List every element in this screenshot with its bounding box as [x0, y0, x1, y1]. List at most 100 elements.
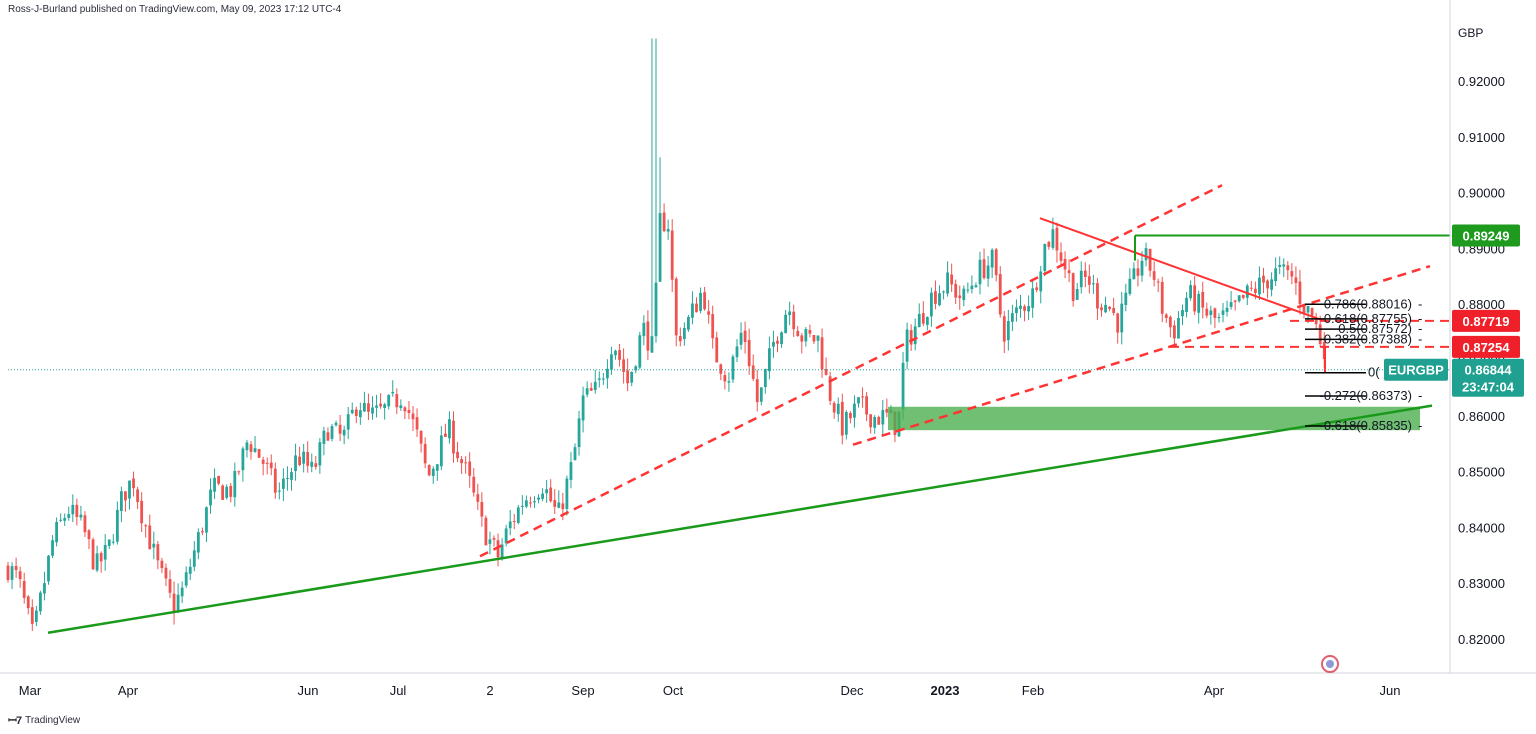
fib-level[interactable]: 0.618(0.87755) -	[1305, 311, 1422, 326]
candle	[1096, 278, 1099, 321]
candle	[909, 324, 913, 352]
candle	[747, 328, 751, 375]
candle	[213, 468, 216, 500]
candle	[1144, 242, 1148, 267]
dashed-rising-trendline[interactable]	[479, 184, 1223, 558]
candle	[363, 391, 366, 413]
candle	[849, 411, 852, 424]
candle	[792, 304, 796, 337]
candle	[727, 372, 731, 392]
candle	[480, 492, 484, 527]
candle	[763, 368, 767, 394]
price-tag: 0.89249	[1452, 224, 1520, 247]
support-zone[interactable]	[888, 406, 1420, 431]
candle	[358, 402, 362, 425]
candle	[1209, 305, 1213, 325]
y-tick-label: 0.90000	[1458, 186, 1505, 201]
candle	[1140, 251, 1144, 282]
candle	[662, 203, 666, 233]
fib-level[interactable]: 0(	[1305, 365, 1380, 380]
candle	[545, 479, 549, 503]
countdown-timer: 23:47:04	[1462, 380, 1515, 395]
fib-level[interactable]: 0.786(0.88016) -	[1305, 296, 1422, 311]
candle	[520, 495, 524, 515]
long-term-support-line[interactable]	[47, 404, 1433, 634]
svg-text:0.89249: 0.89249	[1463, 229, 1510, 244]
fib-level[interactable]: -0.618(0.85835) -	[1305, 418, 1422, 433]
tradingview-brand: TradingView	[25, 715, 81, 726]
candle	[128, 480, 131, 510]
candle	[958, 285, 962, 310]
candle	[597, 371, 601, 388]
y-tick-label: 0.91000	[1458, 130, 1505, 145]
candle	[504, 524, 508, 547]
candle	[229, 482, 233, 503]
candle	[265, 457, 269, 475]
candle	[1237, 295, 1241, 303]
candle	[1002, 311, 1006, 354]
economic-event-icon[interactable]	[1321, 655, 1339, 673]
candle	[541, 488, 544, 502]
candle	[111, 534, 115, 545]
candle	[1193, 276, 1197, 315]
candle	[407, 400, 411, 420]
candle	[1221, 303, 1225, 323]
symbol-label: EURGBP	[1388, 363, 1444, 378]
falling-resistance-line[interactable]	[1039, 217, 1325, 322]
candle	[6, 562, 10, 583]
candle	[59, 513, 63, 523]
candle	[269, 454, 273, 476]
fib-level[interactable]: 0.382(0.87388) -	[1305, 331, 1422, 346]
fib-level[interactable]: -0.272(0.86373) -	[1305, 388, 1422, 403]
candle	[237, 470, 241, 476]
candle	[403, 406, 407, 420]
candle	[715, 331, 719, 363]
candle	[930, 287, 933, 327]
candle	[869, 414, 873, 434]
candle	[18, 566, 22, 588]
candle	[160, 557, 164, 573]
x-tick-label: 2023	[931, 683, 960, 698]
candle	[310, 453, 314, 473]
candle	[1035, 282, 1039, 293]
candle	[812, 334, 816, 345]
candle	[120, 486, 123, 523]
candle	[39, 590, 42, 615]
candle	[836, 397, 840, 422]
candle	[371, 396, 374, 420]
candle	[982, 248, 986, 280]
candle	[1067, 259, 1071, 283]
candle	[1205, 302, 1209, 319]
candle	[136, 486, 139, 509]
candle	[589, 382, 593, 391]
candle	[998, 266, 1002, 318]
candle	[974, 282, 978, 288]
candle	[172, 581, 176, 625]
candle	[1027, 295, 1030, 321]
dashed-inner-trendline[interactable]	[852, 264, 1431, 446]
last-price-tag: EURGBP 0.86844 23:47:04	[1384, 358, 1524, 397]
candle	[1015, 299, 1018, 322]
candle	[1152, 261, 1156, 287]
candle	[796, 325, 800, 337]
candle	[946, 261, 949, 297]
candle	[601, 373, 605, 385]
candle	[784, 309, 787, 334]
candle	[1116, 312, 1120, 344]
candle	[529, 496, 532, 508]
time-axis[interactable]: Mar Apr Jun Jul 2 Sep Oct Dec 2023 Feb Apr Jun	[0, 672, 1536, 698]
candle	[687, 314, 690, 332]
candle	[1039, 265, 1043, 304]
fib-level[interactable]: 0.5(0.87572) -	[1305, 321, 1422, 336]
candle	[1006, 309, 1010, 351]
candle	[1286, 260, 1290, 281]
candle	[435, 464, 439, 481]
candle	[330, 423, 334, 442]
candle	[772, 330, 775, 358]
candle	[816, 335, 820, 353]
tradingview-logo[interactable]: ꟷ7 TradingView	[8, 713, 80, 728]
candle	[51, 535, 54, 559]
candle	[201, 527, 204, 536]
x-tick-label: Apr	[1204, 683, 1225, 698]
